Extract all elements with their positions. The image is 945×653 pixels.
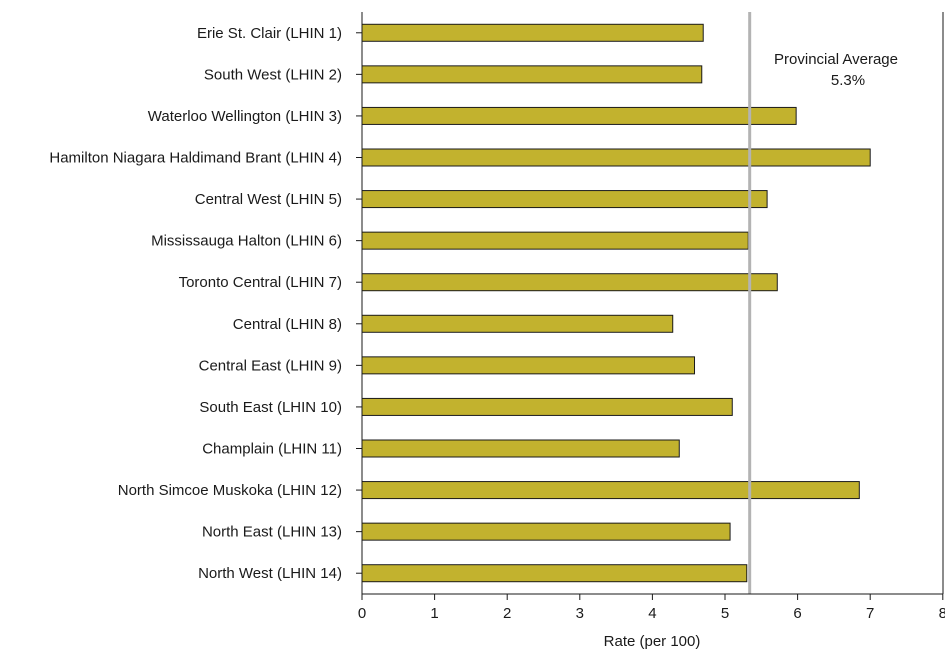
category-label: South East (LHIN 10) (199, 399, 342, 416)
x-tick-label: 6 (793, 605, 801, 622)
bar (361, 356, 696, 375)
x-tick-label: 3 (576, 605, 584, 622)
category-label: North Simcoe Muskoka (LHIN 12) (118, 482, 342, 499)
category-label: Central West (LHIN 5) (195, 191, 342, 208)
bar (361, 190, 768, 209)
category-label: Erie St. Clair (LHIN 1) (197, 25, 342, 42)
bar (361, 23, 704, 42)
category-label: North West (LHIN 14) (198, 565, 342, 582)
bar (361, 273, 778, 292)
x-tick-label: 0 (358, 605, 366, 622)
category-label: Hamilton Niagara Haldimand Brant (LHIN 4… (49, 150, 342, 167)
category-label: Central East (LHIN 9) (199, 357, 342, 374)
category-label: North East (LHIN 13) (202, 524, 342, 541)
x-tick-label: 1 (430, 605, 438, 622)
category-label: South West (LHIN 2) (204, 66, 342, 83)
bar (361, 522, 731, 541)
bar (361, 314, 674, 333)
bars-layer (361, 23, 871, 583)
provincial-average-value: 5.3% (831, 72, 865, 89)
bar (361, 65, 703, 84)
category-label: Central (LHIN 8) (233, 316, 342, 333)
x-tick-labels: 0 1 2 3 4 5 6 7 8 (358, 605, 945, 622)
bar (361, 481, 860, 500)
x-tick-label: 4 (648, 605, 656, 622)
bar (361, 439, 680, 458)
category-label: Mississauga Halton (LHIN 6) (151, 233, 342, 250)
x-tick-label: 7 (866, 605, 874, 622)
bar (361, 148, 871, 167)
axes-layer (356, 12, 944, 600)
bar (361, 106, 797, 125)
provincial-average-label: Provincial Average (774, 51, 898, 68)
bar (361, 564, 748, 583)
x-tick-label: 8 (939, 605, 945, 622)
bar (361, 397, 733, 416)
category-label: Waterloo Wellington (LHIN 3) (148, 108, 342, 125)
category-labels: Erie St. Clair (LHIN 1) South West (LHIN … (49, 25, 342, 582)
x-tick-label: 5 (721, 605, 729, 622)
category-label: Toronto Central (LHIN 7) (179, 274, 342, 291)
category-label: Champlain (LHIN 11) (202, 441, 342, 458)
bar (361, 231, 749, 250)
x-axis-title: Rate (per 100) (604, 633, 701, 650)
x-tick-label: 2 (503, 605, 511, 622)
